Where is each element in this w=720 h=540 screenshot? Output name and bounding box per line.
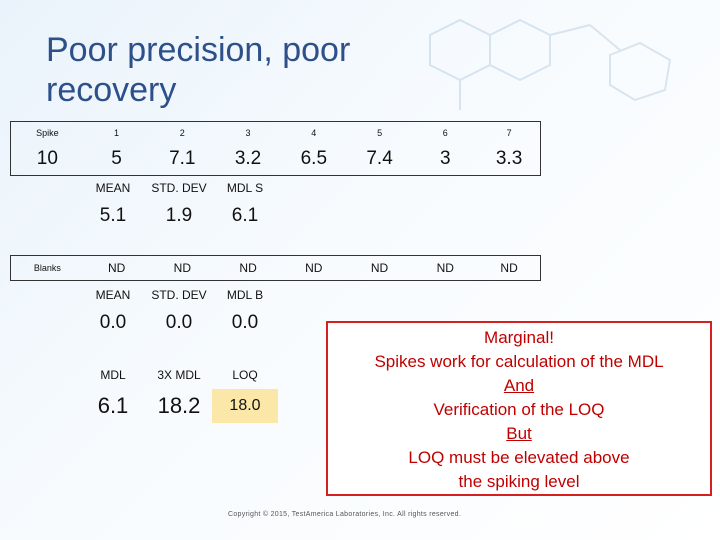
three-x-mdl-value: 18.2 — [157, 393, 201, 418]
spike-header-cell: 4 — [311, 127, 317, 138]
blanks-row-label: Blanks — [33, 263, 61, 273]
spike-header-cell: 1 — [114, 127, 120, 138]
callout-line: Spikes work for calculation of the MDL — [374, 352, 664, 371]
spike-result-cell: 7.1 — [169, 148, 196, 170]
callout-line: And — [503, 376, 535, 395]
spike-header-cell: 2 — [179, 127, 185, 138]
callout-line: But — [506, 424, 532, 443]
spike-result-cell: 3 — [440, 148, 451, 170]
callout-line: Marginal! — [484, 328, 554, 347]
callout-line: Verification of the LOQ — [433, 400, 605, 419]
spike-result-cell: 6.5 — [300, 148, 328, 170]
blank-result-cell: ND — [239, 261, 257, 275]
blank-result-cell: ND — [370, 261, 389, 275]
spike-header-cell: 5 — [377, 127, 383, 138]
blank-mean-value: 0.0 — [99, 312, 127, 333]
mdl-s-value: 6.1 — [231, 205, 259, 226]
blank-stats-header: STD. DEV — [151, 288, 207, 302]
callout-line: LOQ must be elevated above — [408, 448, 630, 467]
spike-result-cell: 3.2 — [234, 148, 262, 170]
mdl-value: 6.1 — [97, 393, 129, 418]
limits-header: LOQ — [232, 368, 258, 382]
blank-result-cell: ND — [500, 261, 518, 275]
spike-stats-header: MDL S — [226, 181, 264, 195]
spike-stats-header: STD. DEV — [151, 181, 207, 195]
spike-header-cell: 6 — [442, 127, 448, 138]
spike-result-cell: 5 — [111, 148, 122, 170]
blank-result-cell: ND — [436, 261, 454, 275]
page-title: Poor precision, poor recovery — [46, 31, 351, 109]
limits-header: MDL — [100, 368, 126, 382]
blank-stats-table: MEAN STD. DEV MDL B 0.0 0.0 0.0 — [80, 283, 278, 339]
blank-result-cell: ND — [173, 261, 192, 275]
spike-level-value: 10 — [36, 148, 58, 170]
spike-header-cell: 7 — [506, 127, 512, 138]
blank-result-cell: ND — [107, 261, 126, 275]
blank-stats-header: MEAN — [95, 288, 131, 302]
callout-line: the spiking level — [458, 472, 580, 491]
limits-header: 3X MDL — [157, 368, 201, 382]
limits-table: MDL 3X MDL LOQ 6.1 18.2 18.0 — [80, 361, 278, 423]
spike-table: Spike 1 2 3 4 5 6 7 10 5 7.1 3.2 6.5 7.4… — [10, 121, 541, 176]
spike-row-label: Spike — [36, 127, 59, 138]
spike-stddev-value: 1.9 — [165, 205, 193, 226]
spike-header-cell: 3 — [245, 127, 251, 138]
mdl-b-value: 0.0 — [231, 312, 259, 333]
copyright-footer: Copyright © 2015, TestAmerica Laboratori… — [228, 511, 462, 518]
loq-value: 18.0 — [212, 389, 278, 423]
conclusion-callout: Marginal! Spikes work for calculation of… — [326, 321, 712, 496]
spike-result-cell: 7.4 — [366, 148, 393, 170]
spike-result-cell: 3.3 — [495, 148, 523, 170]
blank-stats-header: MDL B — [226, 288, 264, 302]
spike-mean-value: 5.1 — [99, 205, 127, 226]
spike-stats-table: MEAN STD. DEV MDL S 5.1 1.9 6.1 — [80, 176, 278, 232]
blank-stddev-value: 0.0 — [165, 312, 193, 333]
blank-result-cell: ND — [305, 261, 323, 275]
background-chemical-structure — [429, 18, 672, 110]
spike-stats-header: MEAN — [95, 181, 131, 195]
blanks-table: Blanks ND ND ND ND ND ND ND — [10, 255, 541, 281]
